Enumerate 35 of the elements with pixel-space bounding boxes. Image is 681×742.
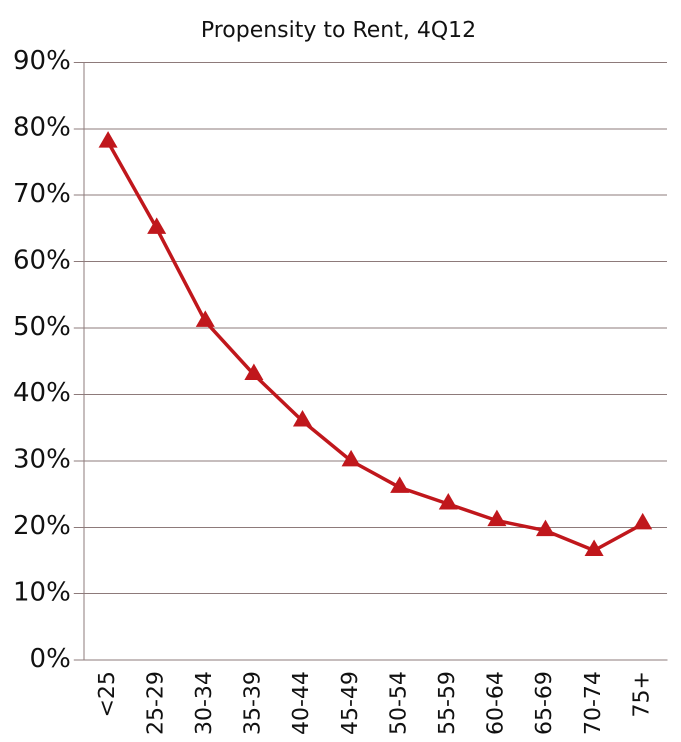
point — [438, 493, 458, 510]
y-tick-label: 40% — [12, 378, 71, 408]
point — [342, 450, 361, 466]
y-tick-label: 10% — [12, 577, 71, 608]
x-tick-label: 45-49 — [338, 671, 363, 736]
x-tick-label: 65-69 — [532, 671, 558, 736]
x-tick-label: 55-59 — [435, 671, 460, 736]
x-tick-label: 40-44 — [289, 671, 314, 736]
chart-title: Propensity to Rent, 4Q12 — [200, 18, 476, 43]
point — [536, 520, 556, 536]
y-tick-label: 20% — [12, 511, 71, 542]
y-tick-label: 30% — [12, 444, 71, 475]
x-tick-label: 35-39 — [240, 671, 266, 736]
point — [196, 310, 215, 327]
point — [244, 364, 264, 380]
x-tick-label: 30-34 — [192, 671, 218, 736]
y-tick-label: 80% — [12, 112, 71, 143]
x-tick-label: 70-74 — [580, 671, 606, 736]
point — [487, 510, 506, 526]
x-tick-label: <25 — [94, 671, 120, 718]
y-tick-label: 50% — [12, 312, 71, 342]
point — [147, 217, 166, 234]
y-tick-label: 70% — [12, 178, 71, 209]
x-tick-label: 25-29 — [143, 671, 168, 736]
point — [98, 131, 118, 148]
x-tick-label: 60-64 — [484, 671, 509, 736]
point — [390, 476, 410, 493]
y-tick-label: 60% — [12, 245, 71, 276]
y-tick-label: 0% — [30, 644, 71, 674]
point — [633, 512, 652, 530]
y-tick-label: 90% — [12, 46, 71, 76]
point — [292, 410, 312, 427]
x-tick-label: 50-54 — [386, 671, 412, 736]
x-tick-label: 75+ — [629, 671, 654, 718]
point — [584, 540, 604, 556]
